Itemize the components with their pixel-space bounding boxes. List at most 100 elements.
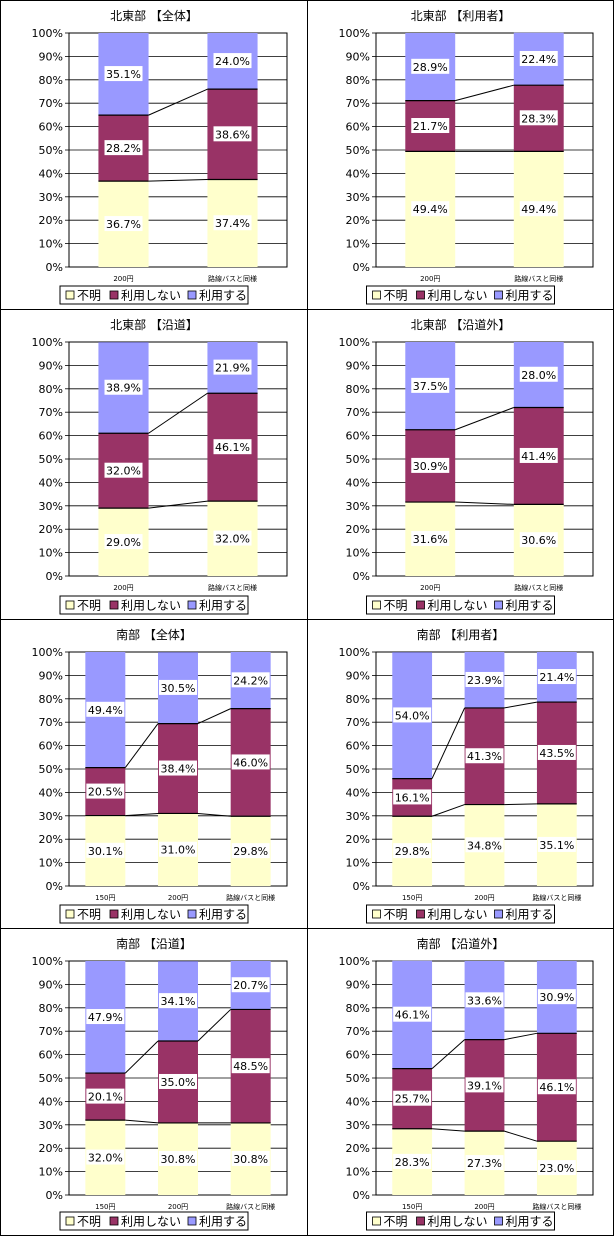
data-label: 46.0% <box>233 756 268 769</box>
legend-swatch <box>416 600 425 610</box>
data-label: 54.0% <box>395 709 430 722</box>
data-label: 20.1% <box>88 1091 123 1104</box>
chart-svg: 北東部 【沿道外】 100% 90% 80% 70% 60% 50% 40% 30% 20% 10%… <box>339 317 594 615</box>
data-label: 30.1% <box>88 845 123 858</box>
y-tick-label: 50% <box>346 763 370 776</box>
y-tick-label: 80% <box>346 1002 370 1015</box>
data-label-bg <box>213 530 252 546</box>
y-tick-label: 80% <box>346 74 370 87</box>
y-tick-label: 50% <box>346 1072 370 1085</box>
series-connector-line <box>455 501 514 505</box>
y-tick-label: 0% <box>46 570 63 583</box>
legend-swatch <box>494 290 503 300</box>
y-tick-label: 60% <box>346 1049 370 1062</box>
y-tick-label: 40% <box>346 476 370 489</box>
data-label: 32.0% <box>106 465 141 478</box>
legend-label: 利用する <box>506 908 554 922</box>
y-tick-label: 100% <box>339 336 370 349</box>
data-label-bg <box>159 993 197 1009</box>
data-label: 28.3% <box>521 112 556 125</box>
data-label-bg <box>86 701 125 717</box>
y-tick-label: 70% <box>39 406 63 419</box>
y-tick-label: 100% <box>339 646 370 659</box>
data-label: 41.4% <box>521 450 556 463</box>
y-tick-label: 40% <box>346 167 370 180</box>
y-tick-label: 30% <box>346 191 370 204</box>
data-label-bg <box>104 462 143 478</box>
series-connector-line <box>455 84 514 102</box>
data-label: 37.5% <box>413 380 448 393</box>
series-connector-line <box>455 407 514 431</box>
legend-swatch <box>109 290 119 300</box>
y-tick-label: 0% <box>353 1189 370 1202</box>
y-tick-label: 90% <box>346 669 370 682</box>
chart-title: 北東部 【利用者】 <box>411 8 511 23</box>
data-label-bg <box>86 1088 125 1104</box>
legend <box>366 904 555 924</box>
data-label: 35.1% <box>106 68 141 81</box>
data-label-bg <box>86 842 125 858</box>
series-connector-line <box>504 1130 538 1142</box>
data-label-bg <box>465 992 504 1008</box>
legend-label: 不明 <box>384 1215 408 1229</box>
chart-title: 北東部 【沿道】 <box>110 317 198 332</box>
y-tick-label: 90% <box>39 359 63 372</box>
legend-swatch <box>187 1216 197 1226</box>
data-label: 16.1% <box>395 791 430 804</box>
data-label-bg <box>393 1090 432 1106</box>
data-label-bg <box>104 140 143 156</box>
data-label-bg <box>393 789 432 805</box>
legend-label: 不明 <box>77 908 101 922</box>
data-label: 38.9% <box>106 382 141 395</box>
data-label: 29.0% <box>106 536 141 549</box>
series-connector-line <box>197 708 231 725</box>
data-label: 30.9% <box>413 460 448 473</box>
data-label: 24.0% <box>215 55 250 68</box>
data-label-bg <box>231 672 270 688</box>
data-label: 21.9% <box>215 362 250 375</box>
chart-svg: 北東部 【全体】 100% 90% 80% 70% 60% 50% 40% 30% 20% 10% 0… <box>32 8 288 305</box>
data-label-bg <box>411 201 450 217</box>
chart-svg: 北東部 【沿道】 100% 90% 80% 70% 60% 50% 40% 30% 20% 10% 0… <box>32 317 288 615</box>
series-connector-line <box>124 723 159 768</box>
y-tick-label: 70% <box>39 97 63 110</box>
y-tick-label: 90% <box>346 978 370 991</box>
data-label-bg <box>159 1150 197 1166</box>
legend-label: 利用する <box>199 1215 247 1229</box>
y-tick-label: 20% <box>346 523 370 536</box>
data-label-bg <box>213 53 252 69</box>
data-label-bg <box>537 836 576 852</box>
series-connector-line <box>431 1039 465 1070</box>
y-tick-label: 10% <box>39 238 63 251</box>
y-tick-label: 60% <box>39 740 63 753</box>
y-tick-label: 30% <box>346 1119 370 1132</box>
y-tick-label: 80% <box>346 693 370 706</box>
data-label-bg <box>465 671 504 687</box>
legend-label: 不明 <box>77 1215 101 1229</box>
legend-label: 利用する <box>199 908 247 922</box>
data-label-bg <box>519 201 558 217</box>
data-label: 35.0% <box>161 1076 196 1089</box>
data-label-bg <box>537 744 576 760</box>
data-label: 34.1% <box>161 995 196 1008</box>
data-label-bg <box>86 1009 125 1025</box>
legend-swatch <box>187 600 197 610</box>
chart-title: 北東部 【全体】 <box>110 8 198 23</box>
legend-swatch <box>372 600 381 610</box>
chart-panel: 北東部 【沿道外】 100% 90% 80% 70% 60% 50% 40% 30% 20% 10%… <box>307 309 614 620</box>
chart-panel: 南部 【沿道外】 100% 90% 80% 70% 60% 50% 40% 30% 20% 10% 0… <box>307 928 614 1236</box>
legend-swatch <box>416 1216 425 1226</box>
y-tick-label: 30% <box>39 1119 63 1132</box>
y-tick-label: 20% <box>39 1142 63 1155</box>
legend-swatch <box>416 909 425 919</box>
y-tick-label: 20% <box>39 523 63 536</box>
y-tick-label: 30% <box>346 500 370 513</box>
y-tick-label: 70% <box>346 716 370 729</box>
data-label: 48.5% <box>233 1060 268 1073</box>
data-label-bg <box>86 1149 125 1165</box>
data-label: 30.8% <box>161 1153 196 1166</box>
legend-swatch <box>65 909 75 919</box>
y-tick-label: 40% <box>39 786 63 799</box>
legend <box>59 285 249 305</box>
